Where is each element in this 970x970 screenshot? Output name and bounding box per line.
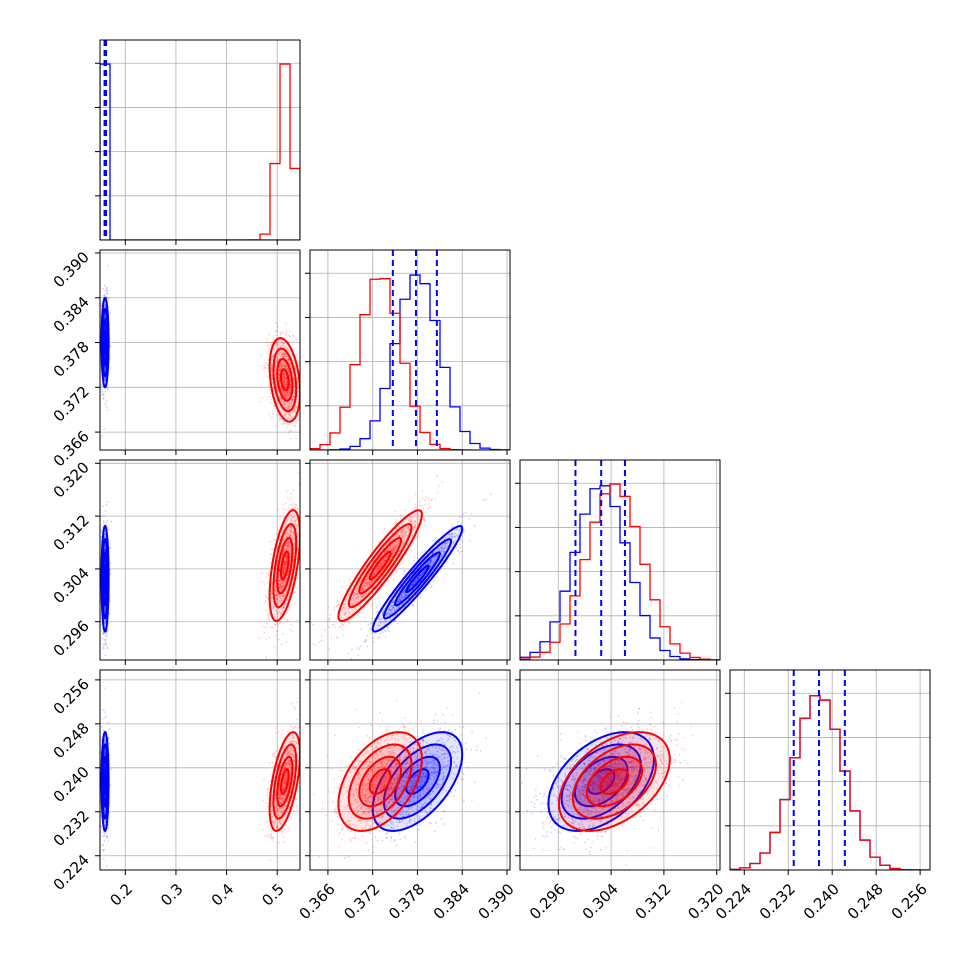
x-tick-label: 0.384 bbox=[430, 880, 473, 923]
x-tick-label: 0.372 bbox=[340, 880, 383, 923]
panel-2-2 bbox=[515, 459, 721, 665]
x-tick-label: 0.256 bbox=[888, 880, 931, 923]
histogram-series-1 bbox=[310, 278, 510, 450]
contour-series-1 bbox=[268, 509, 300, 622]
gridlines bbox=[100, 460, 300, 660]
contour-series-0 bbox=[100, 730, 110, 833]
panel-3-3: 0.224 0.232 0.240 0.248 0.256 bbox=[712, 669, 931, 923]
x-tick-label: 0.240 bbox=[800, 880, 843, 923]
contour-series-1 bbox=[557, 731, 671, 832]
x-tick-label: 0.296 bbox=[526, 880, 569, 923]
y-tick-label: 0.240 bbox=[50, 763, 93, 806]
x-tick-label: 0.304 bbox=[579, 880, 622, 923]
contour-series-0 bbox=[100, 524, 110, 633]
histogram-series-0 bbox=[310, 274, 510, 450]
contour-series-1 bbox=[337, 731, 423, 832]
y-tick-label: 0.390 bbox=[50, 248, 93, 291]
y-tick-label: 0.384 bbox=[50, 293, 93, 336]
y-tick-label: 0.248 bbox=[50, 719, 93, 762]
histogram-series-1 bbox=[100, 63, 300, 240]
gridlines bbox=[310, 670, 510, 870]
y-tick-label: 0.296 bbox=[50, 617, 93, 660]
gridlines bbox=[520, 460, 720, 660]
panel-3-1: 0.366 0.372 0.378 0.384 0.390 bbox=[296, 669, 518, 923]
scatter-series-1 bbox=[530, 701, 694, 866]
panel-2-1 bbox=[305, 459, 511, 665]
x-tick-label: 0.312 bbox=[632, 880, 675, 923]
x-tick-label: 0.3 bbox=[157, 880, 187, 910]
y-tick-label: 0.304 bbox=[50, 564, 93, 607]
y-tick-label: 0.378 bbox=[50, 338, 93, 381]
y-tick-label: 0.232 bbox=[50, 807, 93, 850]
gridlines bbox=[100, 670, 300, 870]
y-tick-label: 0.372 bbox=[50, 382, 93, 425]
x-tick-label: 0.378 bbox=[385, 880, 428, 923]
y-tick-label: 0.224 bbox=[50, 851, 93, 894]
gridlines bbox=[310, 460, 510, 660]
histogram-series-1 bbox=[730, 695, 930, 870]
gridlines bbox=[730, 670, 930, 870]
x-tick-label: 0.366 bbox=[296, 880, 339, 923]
y-tick-label: 0.312 bbox=[50, 511, 93, 554]
x-tick-label: 0.4 bbox=[208, 880, 238, 910]
x-tick-label: 0.5 bbox=[258, 880, 288, 910]
gridlines bbox=[100, 40, 300, 240]
panel-1-1 bbox=[305, 249, 511, 455]
contour-series-1 bbox=[337, 509, 423, 623]
contour-series-1 bbox=[268, 337, 300, 423]
panel-0-0 bbox=[95, 39, 301, 245]
contour-series-1 bbox=[268, 731, 300, 832]
panel-3-2: 0.296 0.304 0.312 0.320 bbox=[515, 669, 727, 923]
gridlines bbox=[100, 250, 300, 450]
y-tick-label: 0.256 bbox=[50, 675, 93, 718]
contour-series-0 bbox=[100, 296, 110, 389]
x-tick-label: 0.248 bbox=[844, 880, 887, 923]
histogram-series-0 bbox=[520, 485, 720, 660]
y-tick-label: 0.366 bbox=[50, 427, 93, 470]
x-tick-label: 0.390 bbox=[475, 880, 518, 923]
histogram-series-1 bbox=[520, 483, 720, 660]
x-tick-label: 0.2 bbox=[106, 880, 136, 910]
x-tick-label: 0.232 bbox=[756, 880, 799, 923]
contour-series-0 bbox=[371, 524, 464, 633]
